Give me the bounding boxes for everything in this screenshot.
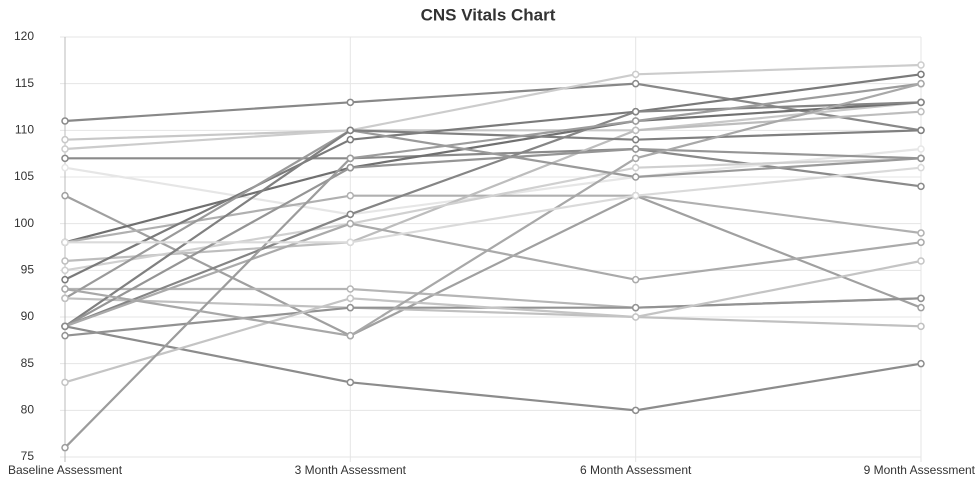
series-line [64,222,922,328]
point [631,163,640,172]
point [346,154,355,163]
point [346,191,355,200]
point [917,79,925,88]
y-tick-label: 85 [21,356,35,370]
point [631,406,640,415]
point [917,145,925,153]
point [917,154,925,163]
point [917,238,925,247]
series-line [64,101,922,244]
point [631,154,640,163]
series-line [64,82,922,337]
point [61,266,69,275]
x-tick-label: 9 Month Assessment [864,463,976,477]
point [917,303,925,312]
point [631,107,640,116]
point [631,313,640,321]
y-tick-label: 105 [14,169,34,183]
point [61,154,69,163]
point [61,163,69,172]
point [346,98,355,107]
y-tick-label: 110 [15,123,34,137]
point [917,294,925,303]
point [917,182,925,191]
series-line [64,194,922,337]
point [61,275,69,284]
series-line [64,147,922,328]
x-tick-label: 3 Month Assessment [295,463,407,477]
point [61,378,69,387]
point [61,443,69,452]
point [346,210,355,219]
point [61,135,69,144]
point [61,257,69,265]
point [61,191,69,200]
point [631,135,640,144]
series-line [64,259,922,384]
series-line [64,129,922,300]
point [917,257,925,265]
series-line [64,101,922,328]
point [631,117,640,125]
point [61,294,69,303]
y-tick-label: 120 [14,29,34,43]
point [917,163,925,172]
point [346,238,355,247]
y-tick-label: 95 [21,263,35,277]
point [61,322,69,331]
point [917,229,925,237]
series-line [64,101,922,141]
series-line [64,129,922,328]
point [61,331,69,340]
point [346,303,355,312]
point [631,275,640,284]
series-line [64,325,922,412]
series-line [64,82,922,449]
point [917,98,925,107]
point [631,145,640,153]
point [346,135,355,144]
series-line [65,287,922,309]
point [917,359,925,368]
series-line [64,63,922,151]
point [917,322,925,331]
point [631,191,640,200]
y-tick-label: 115 [15,76,34,90]
point [61,238,69,247]
point [346,285,355,293]
point [346,331,355,340]
point [917,70,925,79]
point [61,145,69,153]
point [917,61,925,69]
y-tick-label: 90 [21,309,35,323]
series-line [64,73,922,281]
point [346,378,355,387]
point [346,163,355,172]
point [61,117,69,125]
point [631,303,640,312]
point [61,285,69,293]
x-tick-label: 6 Month Assessment [580,463,692,477]
y-tick-label: 75 [21,449,35,463]
chart-title: CNS Vitals Chart [421,5,556,24]
y-tick-label: 100 [14,216,34,230]
point [346,126,355,135]
point [346,294,355,303]
point [631,79,640,88]
point [631,70,640,79]
y-tick-label: 80 [21,403,35,417]
series-line [65,166,922,244]
point [917,126,925,135]
point [346,219,355,228]
point [917,107,925,116]
x-tick-label: Baseline Assessment [8,463,123,477]
point [631,173,640,181]
point [631,126,640,135]
